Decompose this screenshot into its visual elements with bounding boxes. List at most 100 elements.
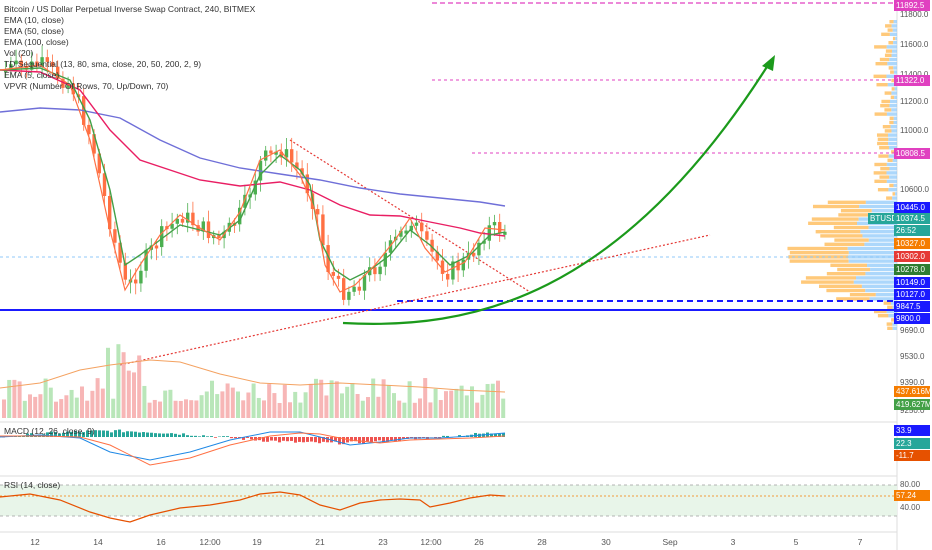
vpvr-bar-down: [886, 162, 897, 167]
candle: [492, 222, 497, 226]
volume-bar: [230, 387, 235, 418]
legend-ema50[interactable]: EMA (50, close): [4, 26, 64, 36]
legend-vol[interactable]: Vol (20): [4, 48, 34, 58]
legend-ema5[interactable]: EMA (5, close): [4, 70, 60, 80]
candle: [45, 57, 49, 62]
candle: [284, 149, 289, 158]
candle: [113, 229, 117, 243]
vpvr-bar-up: [826, 272, 866, 276]
volume-bar: [69, 389, 74, 418]
volume-bar: [210, 380, 214, 418]
macd-bar: [250, 437, 253, 440]
candle: [139, 270, 143, 284]
volume-ma: [0, 359, 506, 393]
macd-bar: [110, 432, 113, 437]
volume-bar: [485, 384, 490, 418]
vpvr-bar-up: [874, 179, 887, 183]
price-axis-label: 11200.0: [900, 97, 929, 106]
macd-bar: [314, 437, 317, 443]
price-axis-label: 11400.0: [900, 70, 928, 79]
price-tag: 33.9: [894, 425, 930, 436]
macd-bar: [102, 430, 105, 437]
candle: [274, 151, 278, 155]
volume-bar: [464, 395, 469, 418]
macd-bar: [270, 437, 273, 441]
vpvr-bar-up: [875, 62, 888, 66]
candle: [362, 275, 367, 291]
volume-bar: [256, 397, 261, 418]
vpvr-bar-down: [864, 242, 897, 246]
ema-5: [0, 64, 506, 293]
macd-bar: [318, 437, 321, 444]
candle: [414, 222, 419, 226]
volume-bar: [184, 399, 188, 418]
candle: [487, 225, 491, 241]
vpvr-bar-down: [886, 179, 897, 183]
candle: [305, 174, 309, 194]
price-axis-label: 9690.0: [900, 326, 925, 335]
vpvr-bar-down: [870, 267, 897, 272]
legend-vpvr[interactable]: VPVR (Number Of Rows, 70, Up/Down, 70): [4, 81, 169, 91]
candle: [186, 212, 190, 223]
macd-bar: [422, 437, 425, 438]
candle: [342, 278, 346, 300]
vpvr-bar-up: [787, 246, 848, 251]
vpvr-bar-down: [848, 259, 897, 263]
legend-tdseq[interactable]: TD Sequential (13, 80, sma, close, 20, 5…: [4, 59, 202, 69]
vpvr-bar-down: [893, 20, 897, 24]
macd-bar: [342, 437, 345, 445]
macd-bar: [186, 435, 189, 437]
legend-ema100[interactable]: EMA (100, close): [4, 37, 69, 47]
volume-bar: [85, 400, 90, 418]
vpvr-bar-down: [891, 53, 897, 57]
price-tag: 437.616M: [894, 386, 932, 397]
candle: [336, 275, 341, 279]
candle: [477, 242, 481, 256]
vpvr-bar-down: [889, 104, 897, 108]
candle: [180, 218, 185, 223]
volume-bar: [282, 384, 287, 418]
macd-bar: [174, 433, 177, 437]
vpvr-bar-down: [865, 288, 897, 293]
vpvr-bar-up: [812, 204, 860, 209]
candle: [97, 153, 101, 174]
candle: [144, 249, 148, 271]
volume-bar: [303, 392, 308, 418]
vpvr-bar-down: [861, 284, 897, 288]
macd-bar: [98, 430, 101, 437]
macd-label[interactable]: MACD (12, 26, close, 9): [4, 426, 95, 436]
vpvr-bar-down: [848, 251, 897, 255]
candle: [420, 222, 424, 232]
vpvr-bar-up: [801, 280, 854, 284]
vpvr-bar-down: [888, 314, 897, 318]
rsi-label[interactable]: RSI (14, close): [4, 480, 61, 490]
vpvr-bar-up: [805, 276, 856, 280]
candle: [321, 214, 325, 246]
macd-bar: [118, 429, 121, 437]
macd-bar: [502, 433, 505, 437]
legend-ema10[interactable]: EMA (10, close): [4, 15, 64, 25]
volume-bar: [376, 396, 381, 418]
macd-bar: [338, 437, 341, 445]
macd-bar: [334, 437, 337, 442]
macd-bar: [350, 437, 353, 442]
price-axis-label: 11600.0: [900, 40, 929, 49]
price-tag: 10808.5: [894, 148, 930, 159]
vpvr-bar-up: [883, 301, 891, 305]
vpvr-bar-up: [877, 314, 889, 318]
candle: [243, 194, 247, 208]
vpvr-bar-up: [873, 74, 887, 78]
vpvr-bar-down: [887, 133, 897, 137]
volume-bar: [132, 372, 136, 418]
volume-bar: [142, 385, 147, 418]
volume-bar: [381, 379, 386, 418]
macd-bar: [498, 433, 501, 437]
vpvr-bar-down: [893, 66, 897, 70]
vpvr-bar-up: [892, 36, 896, 41]
volume-bar: [423, 378, 428, 418]
macd-bar: [458, 435, 461, 437]
vpvr-bar-up: [815, 230, 861, 234]
macd-bar: [358, 437, 361, 444]
time-axis-label: 30: [601, 537, 611, 547]
